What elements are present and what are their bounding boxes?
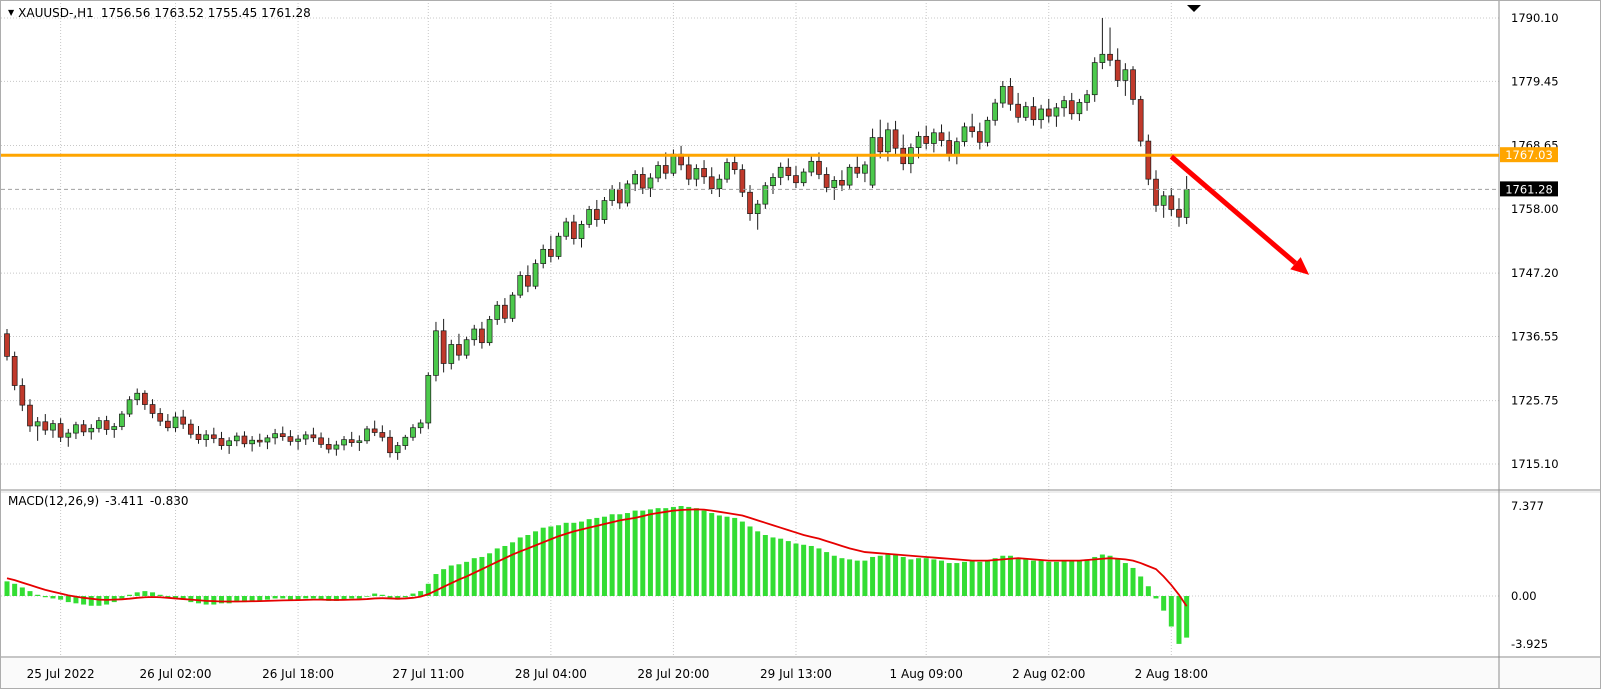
macd-signal-line: [6, 508, 1188, 607]
ohlc-values: 1756.56 1763.52 1755.45 1761.28: [100, 6, 311, 20]
svg-text:1715.10: 1715.10: [1511, 457, 1559, 471]
svg-text:29 Jul 13:00: 29 Jul 13:00: [760, 667, 832, 681]
svg-text:-3.925: -3.925: [1511, 637, 1548, 651]
trend-arrow[interactable]: [1169, 154, 1298, 266]
svg-text:26 Jul 18:00: 26 Jul 18:00: [262, 667, 334, 681]
svg-text:1761.28: 1761.28: [1505, 182, 1553, 196]
current-price-badge: [1500, 181, 1558, 197]
svg-text:1 Aug 09:00: 1 Aug 09:00: [890, 667, 963, 681]
macd-histogram: [4, 506, 1190, 644]
price-axis[interactable]: 1790.101779.451768.651758.001747.201736.…: [1511, 11, 1559, 651]
chart-shift-marker-icon[interactable]: [1187, 5, 1201, 12]
time-axis[interactable]: 25 Jul 2022 26 Jul 02:00 26 Jul 18:00 27 Ju…: [27, 667, 1208, 681]
svg-text:1767.03: 1767.03: [1505, 148, 1553, 162]
svg-text:25 Jul 2022: 25 Jul 2022: [27, 667, 95, 681]
svg-text:1736.55: 1736.55: [1511, 329, 1559, 343]
svg-text:2 Aug 02:00: 2 Aug 02:00: [1012, 667, 1085, 681]
svg-text:0.00: 0.00: [1511, 589, 1537, 603]
symbol-timeframe-label: XAUUSD-,H1: [18, 6, 94, 20]
candlestick-series: [4, 18, 1190, 460]
trend-arrow-head: [1290, 257, 1310, 275]
svg-text:1779.45: 1779.45: [1511, 74, 1559, 88]
svg-text:26 Jul 02:00: 26 Jul 02:00: [140, 667, 212, 681]
svg-text:2 Aug 18:00: 2 Aug 18:00: [1135, 667, 1208, 681]
macd-name: MACD(12,26,9): [8, 494, 100, 508]
price-markers[interactable]: 1767.03 1761.28: [1, 147, 1558, 197]
macd-main-value: -3.411: [105, 494, 144, 508]
macd-signal-value: -0.830: [149, 494, 189, 508]
svg-text:1725.75: 1725.75: [1511, 394, 1559, 408]
svg-text:7.377: 7.377: [1511, 499, 1544, 513]
grid-lines: [1, 3, 1499, 657]
svg-text:1747.20: 1747.20: [1511, 266, 1559, 280]
dropdown-arrow-icon[interactable]: ▼: [8, 8, 15, 17]
svg-text:1790.10: 1790.10: [1511, 11, 1559, 25]
svg-text:1758.00: 1758.00: [1511, 202, 1559, 216]
svg-text:27 Jul 11:00: 27 Jul 11:00: [392, 667, 464, 681]
time-axis-background: [1, 658, 1600, 688]
resistance-line-badge: [1500, 147, 1558, 163]
macd-indicator-label: MACD(12,26,9) -3.411 -0.830: [8, 494, 195, 508]
svg-text:28 Jul 20:00: 28 Jul 20:00: [637, 667, 709, 681]
annotations[interactable]: [1169, 154, 1310, 275]
chart-title: ▼ XAUUSD-,H1 1756.56 1763.52 1755.45 1761.…: [8, 6, 311, 20]
svg-text:28 Jul 04:00: 28 Jul 04:00: [515, 667, 587, 681]
